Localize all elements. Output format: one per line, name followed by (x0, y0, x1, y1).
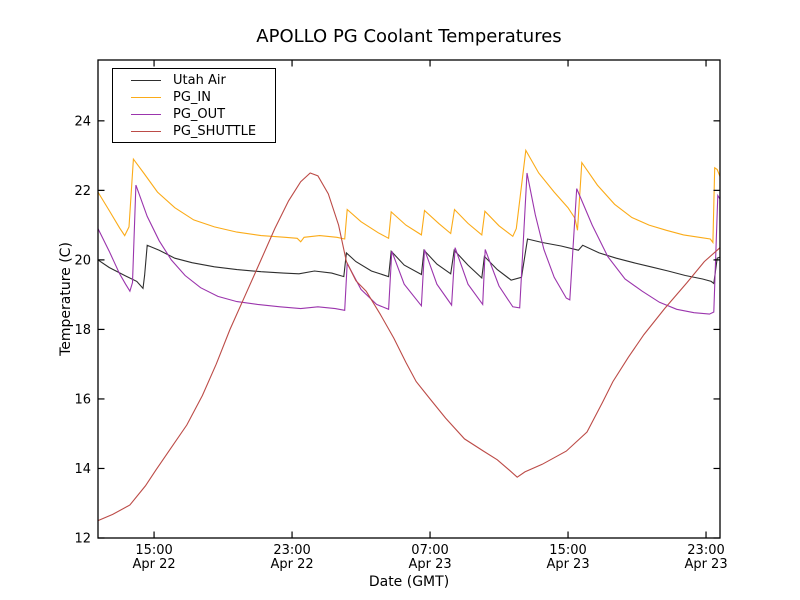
plot-border (97, 59, 721, 539)
legend-item-utah-air: Utah Air (113, 72, 275, 89)
legend-label: PG_SHUTTLE (173, 124, 257, 139)
x-tick-label-date: Apr 23 (684, 557, 727, 572)
legend-line-sample (131, 97, 161, 98)
legend-item-pg-in: PG_IN (113, 89, 275, 106)
legend-line-sample (131, 80, 161, 81)
legend-label: PG_OUT (173, 107, 226, 122)
y-tick-label: 18 (74, 323, 91, 338)
y-tick-label: 22 (74, 184, 91, 199)
legend: Utah Air PG_IN PG_OUT PG_SHUTTLE (112, 68, 276, 143)
legend-item-pg-shuttle: PG_SHUTTLE (113, 123, 275, 140)
y-tick-label: 20 (74, 253, 91, 268)
series-line-pg-in (97, 148, 721, 245)
x-tick-label-date: Apr 23 (546, 557, 589, 572)
y-tick-label: 16 (74, 392, 91, 407)
legend-line-sample (131, 131, 161, 132)
legend-line-sample (131, 114, 161, 115)
x-tick-label-time: 15:00 (549, 543, 586, 558)
legend-label: Utah Air (173, 73, 226, 88)
y-axis-label: Temperature (C) (58, 242, 74, 356)
series-line-pg-out (97, 172, 721, 315)
x-tick-label-time: 15:00 (135, 543, 172, 558)
y-tick-label: 24 (74, 114, 91, 129)
series-line-pg-shuttle (97, 172, 721, 522)
x-tick-label-time: 23:00 (687, 543, 724, 558)
legend-label: PG_IN (173, 90, 211, 105)
x-tick-label-date: Apr 22 (270, 557, 313, 572)
x-tick-label-date: Apr 23 (408, 557, 451, 572)
y-tick-label: 12 (74, 532, 91, 547)
x-tick-label-time: 23:00 (273, 543, 310, 558)
x-axis-label: Date (GMT) (368, 574, 450, 590)
y-tick-label: 14 (74, 462, 91, 477)
legend-item-pg-out: PG_OUT (113, 106, 275, 123)
x-tick-label-time: 07:00 (411, 543, 448, 558)
x-tick-label-date: Apr 22 (132, 557, 175, 572)
chart-title: APOLLO PG Coolant Temperatures (256, 26, 562, 47)
